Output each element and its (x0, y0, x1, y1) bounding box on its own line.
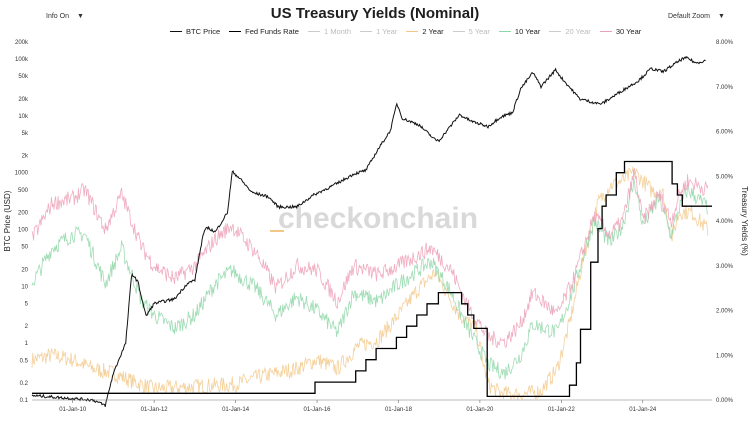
y-right-tick-label: 6.00% (716, 130, 734, 136)
chevron-down-icon: ▼ (718, 13, 725, 20)
y-left-tick-label: 20 (21, 267, 28, 273)
legend-item[interactable]: 30 Year (599, 27, 642, 36)
chart-title: US Treasury Yields (Nominal) (270, 5, 480, 22)
y-left-tick-label: 200 (18, 210, 29, 216)
y-right-tick-label: 1.00% (716, 353, 734, 359)
legend-swatch (229, 31, 242, 32)
y-left-tick-label: 2k (22, 154, 29, 160)
chevron-down-icon: ▼ (76, 13, 84, 20)
x-tick-label: 01-Jan-12 (141, 407, 169, 413)
y-left-tick-label: 100k (15, 57, 29, 63)
legend-swatch (452, 31, 465, 32)
x-tick-label: 01-Jan-14 (222, 407, 250, 413)
chart-legend: BTC Price Fed Funds Rate 1 Month 1 Year 2 Ye… (170, 27, 641, 36)
series-line-2-year (31, 166, 709, 401)
y-left-tick-label: 1000 (15, 171, 29, 177)
legend-item[interactable]: 10 Year (498, 27, 541, 36)
series-line-fed-funds-rate (32, 160, 712, 398)
legend-item[interactable]: 20 Year (549, 27, 591, 36)
y-right-tick-label: 5.00% (716, 174, 734, 180)
watermark-mark (270, 230, 284, 232)
series-line-30-year (31, 167, 709, 349)
y-right-tick-label: 2.00% (716, 309, 734, 315)
legend-swatch (549, 31, 562, 32)
y-right-tick-label: 8.00% (716, 40, 734, 46)
y-left-tick-label: 2 (25, 324, 29, 330)
legend-label: 1 Month (323, 27, 352, 36)
series-line-btc-price (31, 55, 706, 407)
y-left-tick-label: 0.2 (20, 381, 29, 387)
y-left-tick-label: 10 (21, 284, 28, 290)
info-dropdown[interactable]: Info On ▼ (42, 10, 88, 23)
legend-swatch (307, 31, 320, 32)
legend-label: Fed Funds Rate (245, 27, 299, 36)
legend-label: 10 Year (514, 27, 541, 36)
x-tick-label: 01-Jan-10 (59, 407, 87, 413)
y-left-tick-label: 5 (25, 301, 29, 307)
legend-swatch (170, 31, 182, 32)
legend-swatch (498, 31, 511, 32)
legend-label: 2 Year (422, 27, 444, 36)
y-left-tick-label: 0.1 (20, 398, 29, 404)
y-left-tick-label: 100 (18, 228, 29, 234)
y-left-tick-label: 200k (15, 40, 29, 46)
y-left-tick-label: 1 (25, 341, 29, 347)
y-left-tick-label: 5k (22, 131, 29, 137)
legend-label: 20 Year (565, 27, 591, 36)
y-right-axis-title: Treasury Yields (%) (740, 186, 749, 256)
info-dropdown-label: Info On (46, 13, 69, 20)
y-left-tick-label: 50 (21, 245, 28, 251)
y-left-tick-label: 0.5 (20, 358, 29, 364)
x-tick-label: 01-Jan-18 (385, 407, 413, 413)
legend-item[interactable]: BTC Price (170, 27, 220, 36)
x-tick-label: 01-Jan-20 (466, 407, 494, 413)
zoom-dropdown[interactable]: Default Zoom ▼ (664, 10, 729, 23)
y-left-tick-label: 50k (18, 74, 29, 80)
y-right-tick-label: 7.00% (716, 85, 734, 91)
y-left-tick-label: 10k (18, 114, 29, 120)
legend-item[interactable]: 2 Year (406, 27, 444, 36)
y-right-tick-label: 0.00% (716, 398, 734, 404)
legend-swatch (406, 31, 419, 32)
y-left-tick-label: 500 (18, 188, 29, 194)
legend-label: 1 Year (376, 27, 398, 36)
x-tick-label: 01-Jan-24 (629, 407, 657, 413)
legend-label: BTC Price (186, 27, 221, 36)
legend-swatch (599, 31, 612, 32)
legend-item[interactable]: 1 Year (360, 27, 397, 36)
y-right-tick-label: 3.00% (716, 264, 734, 270)
y-left-axis-title: BTC Price (USD) (3, 190, 12, 251)
legend-swatch (360, 31, 373, 32)
x-tick-label: 01-Jan-16 (304, 407, 332, 413)
y-right-tick-label: 4.00% (716, 219, 734, 225)
legend-label: 5 Year (468, 27, 490, 36)
y-left-tick-label: 20k (18, 97, 29, 103)
legend-item[interactable]: 1 Month (307, 27, 352, 36)
legend-item[interactable]: Fed Funds Rate (229, 27, 299, 36)
watermark: checkonchain (278, 202, 478, 235)
legend-label: 30 Year (615, 27, 642, 36)
zoom-dropdown-label: Default Zoom (668, 13, 711, 20)
x-tick-label: 01-Jan-22 (548, 407, 576, 413)
legend-item[interactable]: 5 Year (452, 27, 490, 36)
